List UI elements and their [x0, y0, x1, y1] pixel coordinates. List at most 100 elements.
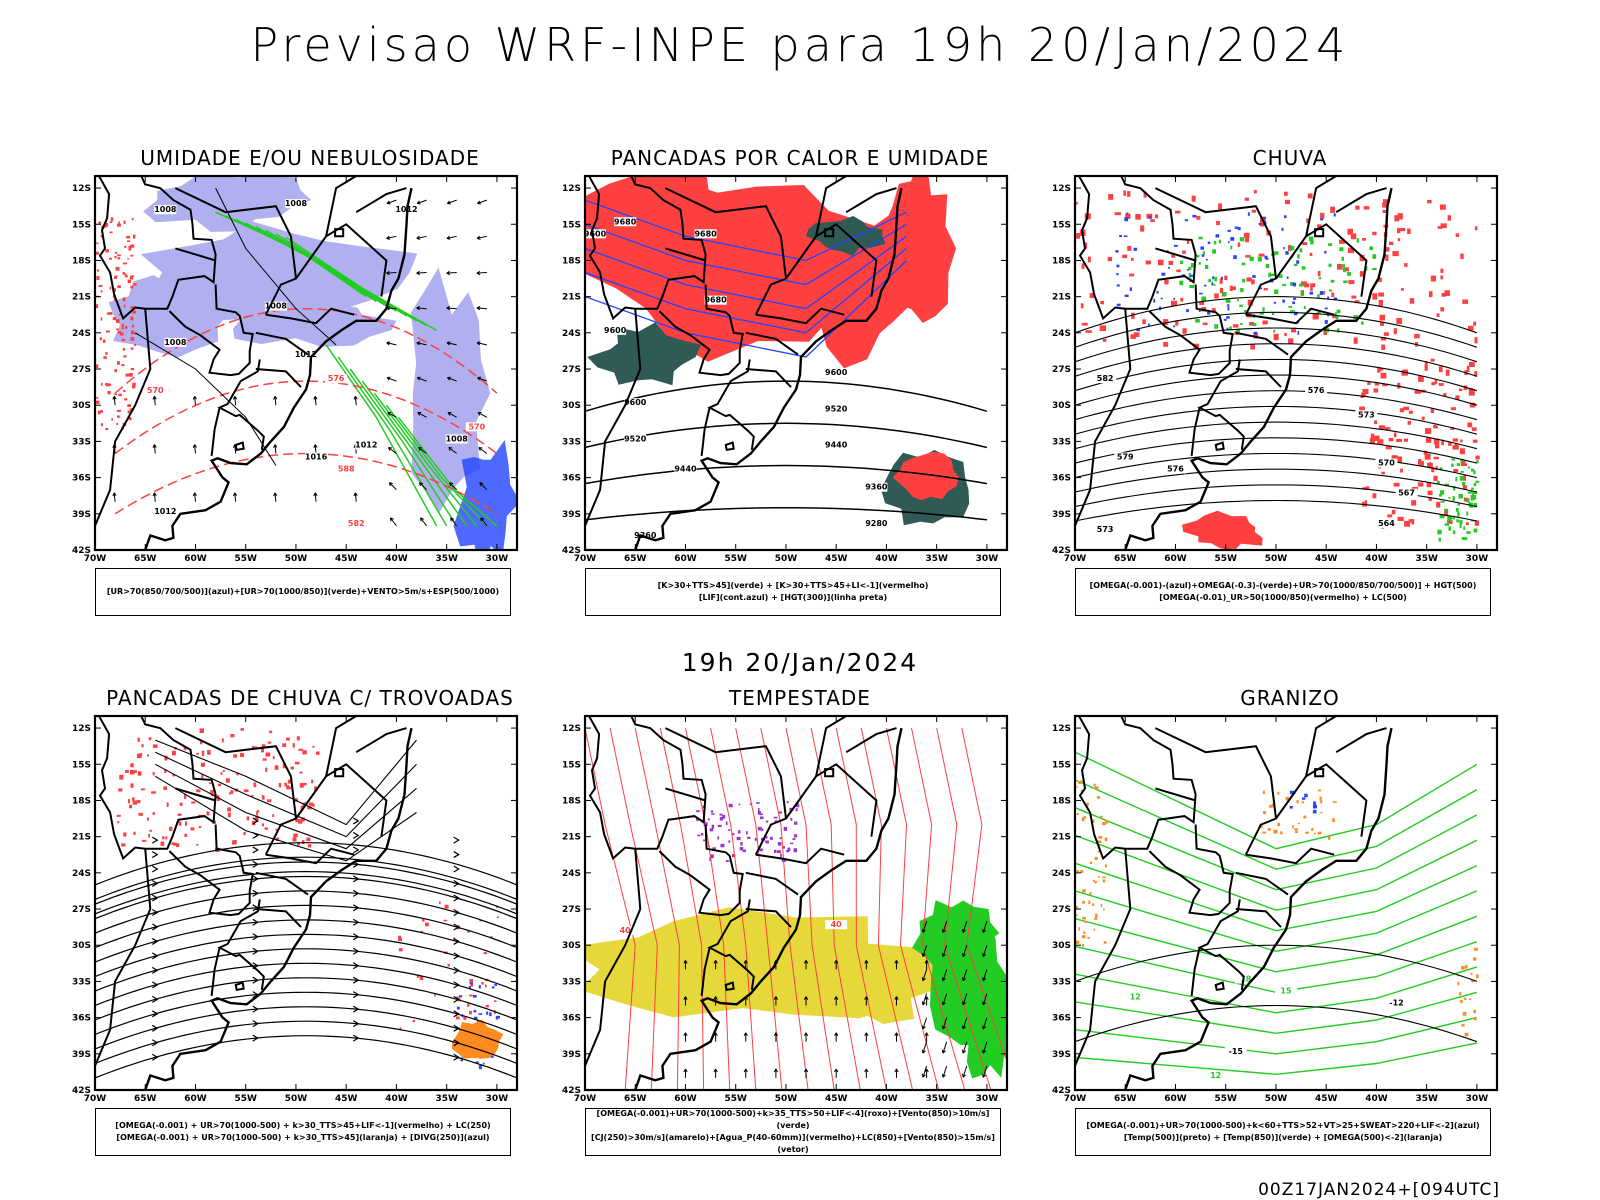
omega500-orange	[1092, 903, 1095, 907]
rain-red-area	[1163, 319, 1169, 325]
lat-tick-label: 18S	[1052, 256, 1071, 266]
hgt500-contour	[1075, 452, 1478, 479]
streamline-arrow	[252, 1005, 259, 1013]
streamline-arrow	[252, 817, 259, 825]
moisture-red-dots	[133, 283, 137, 286]
contour-label: 573	[1358, 410, 1375, 419]
thunderstorm-red	[196, 789, 201, 793]
rain-green-area	[1439, 467, 1443, 471]
lat-tick-label: 36S	[72, 1014, 91, 1024]
omega500-orange	[1097, 850, 1100, 853]
thunderstorm-red	[419, 976, 424, 981]
moisture-red-dots	[110, 217, 114, 221]
thunderstorm-red	[184, 833, 188, 837]
country-border	[1154, 187, 1278, 316]
omega500-orange	[1089, 892, 1092, 895]
rain-red-area	[1102, 338, 1107, 342]
humidity-lower-contour	[349, 368, 458, 527]
legend-line: [OMEGA(-0.001) + UR>70(1000-500) + k>30_…	[115, 1121, 491, 1130]
omega500-orange	[1103, 908, 1105, 911]
rain-red-area	[1362, 388, 1369, 395]
rain-red-area	[1400, 288, 1404, 291]
rain-red-area	[1288, 245, 1292, 251]
lon-tick-label: 40W	[1365, 554, 1388, 564]
omega500-orange	[1098, 875, 1100, 878]
country-border	[707, 899, 755, 991]
omega500-orange	[1093, 928, 1096, 931]
thunderstorm-red	[272, 756, 275, 760]
humidity-upper-fill	[453, 440, 517, 550]
divergence-blue	[482, 1062, 485, 1065]
thunderstorm-red	[227, 812, 231, 818]
omega500-orange	[1098, 835, 1103, 839]
moisture-red-dots	[96, 251, 99, 254]
legend-line: [OMEGA(-0.001) + UR>70(1000-500) + k>30_…	[116, 1133, 490, 1142]
streamline-arrow	[151, 1010, 159, 1018]
rain-red-area	[1450, 407, 1456, 411]
omega500-orange	[1097, 840, 1102, 844]
rain-red-area	[1351, 295, 1357, 299]
moisture-red-dots	[130, 316, 134, 321]
rain-red-area	[1393, 482, 1400, 487]
wind-vector	[480, 517, 488, 527]
rain-blue-area	[1123, 235, 1128, 238]
country-border	[658, 824, 744, 917]
rain-green-area	[1456, 519, 1460, 523]
wind-vector	[683, 1032, 688, 1037]
moisture-red-dots	[96, 400, 100, 404]
rain-green-area	[1361, 321, 1364, 325]
lon-tick-label: 65W	[624, 554, 647, 564]
storm-purple	[709, 828, 714, 832]
thunderstorm-red	[132, 800, 137, 805]
rain-blue-area	[1233, 255, 1237, 260]
coastline	[144, 727, 413, 1090]
country-border	[664, 187, 788, 316]
rain-green-area	[1289, 310, 1295, 314]
panel-chuva: CHUVA 582 576 573 579 576 570 567 564 573 12S 15S 1…	[1052, 146, 1525, 646]
rain-green-area	[1438, 537, 1442, 542]
rain-red-area	[1441, 439, 1444, 446]
lat-tick-label: 18S	[1052, 796, 1071, 806]
lat-tick-label: 27S	[1052, 365, 1071, 375]
storm-purple	[746, 831, 748, 835]
wind-vector	[476, 270, 481, 276]
lon-tick-label: 30W	[486, 554, 509, 564]
moisture-red-dots	[131, 385, 136, 389]
rain-red-area	[1076, 233, 1081, 239]
lifted-index-contour	[585, 247, 907, 334]
country-border	[168, 824, 254, 917]
precip-water-contour	[634, 727, 680, 1090]
omega500-orange	[1314, 832, 1316, 835]
country-border	[255, 908, 302, 928]
temp850-contour	[1075, 862, 1478, 932]
rain-red-area	[1404, 263, 1408, 267]
moisture-red-dots	[123, 389, 126, 392]
wind-vector	[449, 482, 454, 487]
omega500-orange	[1320, 811, 1323, 814]
wind-vector	[713, 1068, 718, 1073]
streamline-arrow	[352, 846, 360, 854]
rain-red-area	[1081, 322, 1088, 326]
storm-purple	[710, 854, 714, 859]
streamline	[95, 842, 517, 886]
rain-red-area	[1453, 468, 1459, 473]
wind-vector	[232, 395, 238, 400]
rain-green-area	[1225, 299, 1231, 303]
rain-red-area	[1384, 247, 1390, 252]
contour-label: 18	[1240, 974, 1252, 983]
rain-red-area	[1452, 438, 1458, 442]
omega500-orange	[1102, 822, 1107, 826]
rain-red-area	[1436, 501, 1441, 508]
moisture-red-dots	[131, 218, 134, 221]
lat-tick-label: 39S	[1052, 1050, 1071, 1060]
wind-vector	[922, 969, 928, 981]
wind-vector	[982, 1017, 988, 1030]
contour-label: 9600	[584, 229, 607, 238]
thunderstorm-red	[447, 963, 450, 967]
wind-vector	[448, 447, 458, 454]
rain-blue-area	[1333, 297, 1337, 300]
contour-label-bg	[1204, 1070, 1227, 1080]
rain-blue-area	[1124, 294, 1129, 297]
lat-tick-label: 15S	[562, 760, 581, 770]
lifted-index-contour	[585, 235, 907, 310]
